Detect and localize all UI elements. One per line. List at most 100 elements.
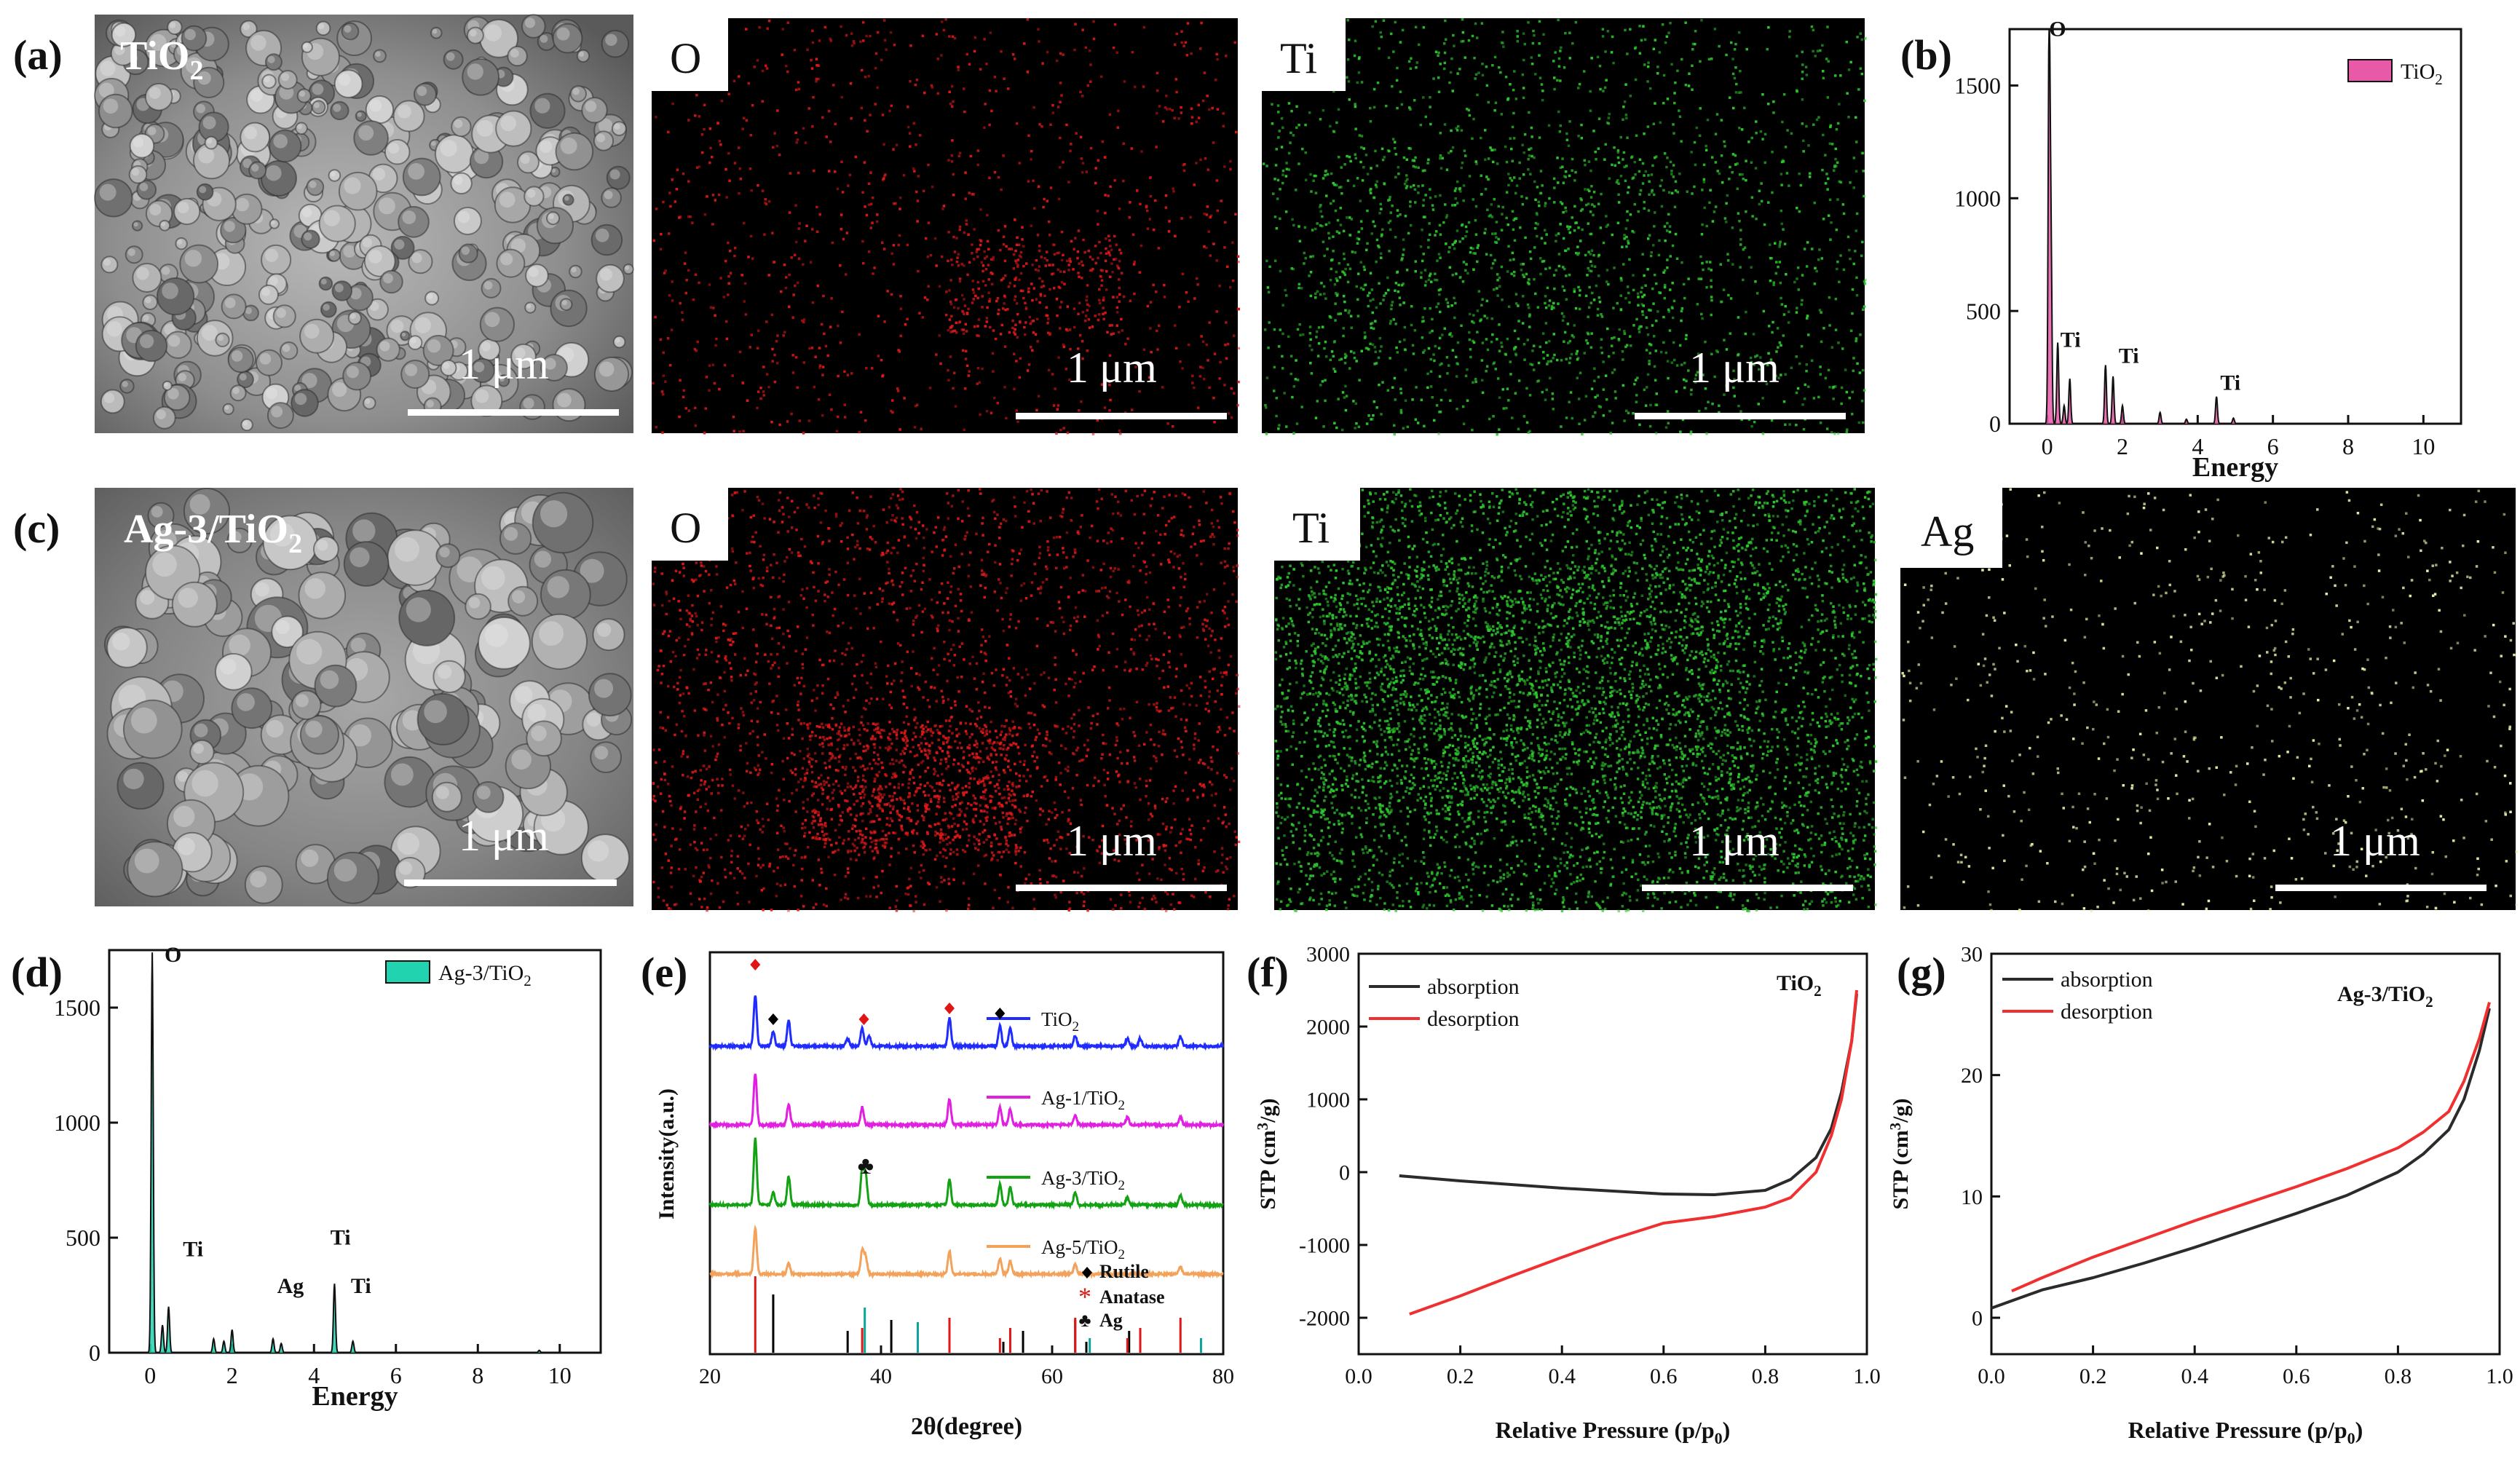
map-dot — [1517, 427, 1520, 431]
sem-particle — [536, 207, 574, 245]
map-dot — [802, 361, 805, 364]
map-dot — [826, 738, 829, 740]
map-dot — [1168, 220, 1171, 223]
map-dot — [999, 248, 1002, 252]
map-dot — [1437, 347, 1441, 349]
map-dot — [1381, 147, 1384, 151]
map-dot — [1592, 213, 1595, 217]
map-dot — [1189, 216, 1192, 219]
map-dot — [1808, 175, 1812, 178]
map-dot — [877, 355, 880, 357]
map-dot — [839, 264, 842, 267]
map-dot — [1701, 317, 1704, 320]
sem-highlight — [313, 102, 320, 108]
map-dot — [971, 280, 974, 282]
map-dot — [733, 797, 736, 800]
map-dot — [1014, 333, 1016, 336]
map-dot — [1387, 288, 1390, 292]
map-dot — [1358, 379, 1361, 381]
map-dot — [1788, 423, 1791, 426]
sem-highlight — [264, 76, 270, 83]
sem-highlight — [103, 98, 119, 114]
map-dot — [1319, 210, 1322, 213]
map-dot — [1418, 43, 1421, 47]
map-dot — [1513, 176, 1516, 179]
map-dot — [694, 424, 698, 427]
map-dot — [1406, 178, 1409, 181]
map-dot — [724, 259, 727, 263]
map-dot — [1635, 400, 1638, 403]
map-dot — [868, 702, 871, 705]
map-dot — [1490, 149, 1494, 151]
map-dot — [1863, 305, 1866, 308]
sem-highlight — [378, 197, 395, 215]
map-dot — [1297, 282, 1301, 286]
map-dot — [1045, 306, 1048, 309]
map-dot — [1632, 274, 1635, 277]
map-dot — [1568, 120, 1571, 123]
map-dot — [1099, 251, 1102, 255]
map-dot — [826, 354, 829, 357]
map-dot — [664, 380, 667, 383]
map-dot — [1317, 326, 1321, 329]
map-dot — [788, 635, 791, 638]
map-dot — [1629, 213, 1632, 216]
map-dot — [750, 333, 754, 336]
map-dot — [1008, 282, 1012, 285]
map-dot — [1515, 184, 1519, 187]
map-dot — [1723, 339, 1726, 341]
spectrum-fill — [2045, 29, 2443, 424]
map-dot — [664, 269, 667, 272]
map-dot — [711, 194, 715, 197]
map-dot — [1562, 266, 1565, 269]
map-dot — [1507, 305, 1511, 308]
map-dot — [1547, 124, 1551, 127]
map-dot — [1731, 263, 1734, 266]
map-dot — [842, 842, 845, 845]
map-dot — [1375, 362, 1378, 365]
map-dot — [703, 783, 706, 786]
map-dot — [1323, 254, 1326, 258]
map-dot — [662, 200, 665, 204]
map-dot — [1427, 246, 1430, 249]
map-dot — [958, 151, 962, 155]
map-dot — [834, 122, 837, 126]
map-dot — [1056, 314, 1059, 317]
map-dot — [724, 320, 728, 323]
map-dot — [757, 577, 760, 580]
map-dot — [882, 143, 885, 146]
map-dot — [1404, 399, 1407, 402]
map-dot — [1232, 566, 1235, 569]
map-dot — [1039, 592, 1042, 595]
map-dot — [1672, 358, 1676, 362]
map-dot — [1389, 357, 1391, 360]
map-dot — [940, 582, 944, 585]
map-dot — [1608, 177, 1611, 180]
map-dot — [1142, 25, 1146, 29]
map-dot — [1013, 387, 1016, 391]
sem-particle — [173, 197, 201, 226]
map-dot — [1601, 35, 1605, 38]
map-dot — [766, 27, 769, 30]
sem-highlight — [266, 165, 282, 181]
map-dot — [1410, 186, 1413, 189]
map-dot — [1632, 412, 1635, 415]
map-dot — [1324, 379, 1327, 381]
map-dot — [1350, 326, 1353, 329]
map-dot — [1264, 403, 1267, 407]
map-dot — [1003, 296, 1007, 298]
map-dot — [1858, 371, 1862, 374]
map-dot — [1312, 179, 1315, 182]
map-dot — [1010, 248, 1013, 250]
map-dot — [1530, 56, 1533, 59]
map-dot — [1072, 268, 1075, 271]
map-dot — [725, 196, 728, 199]
map-dot — [1022, 763, 1026, 766]
map-dot — [1027, 873, 1031, 877]
map-dot — [1643, 133, 1646, 135]
map-dot — [1520, 195, 1523, 198]
map-dot — [1834, 74, 1837, 77]
map-dot — [955, 260, 959, 264]
map-dot — [1693, 141, 1697, 144]
sem-highlight — [304, 323, 320, 339]
